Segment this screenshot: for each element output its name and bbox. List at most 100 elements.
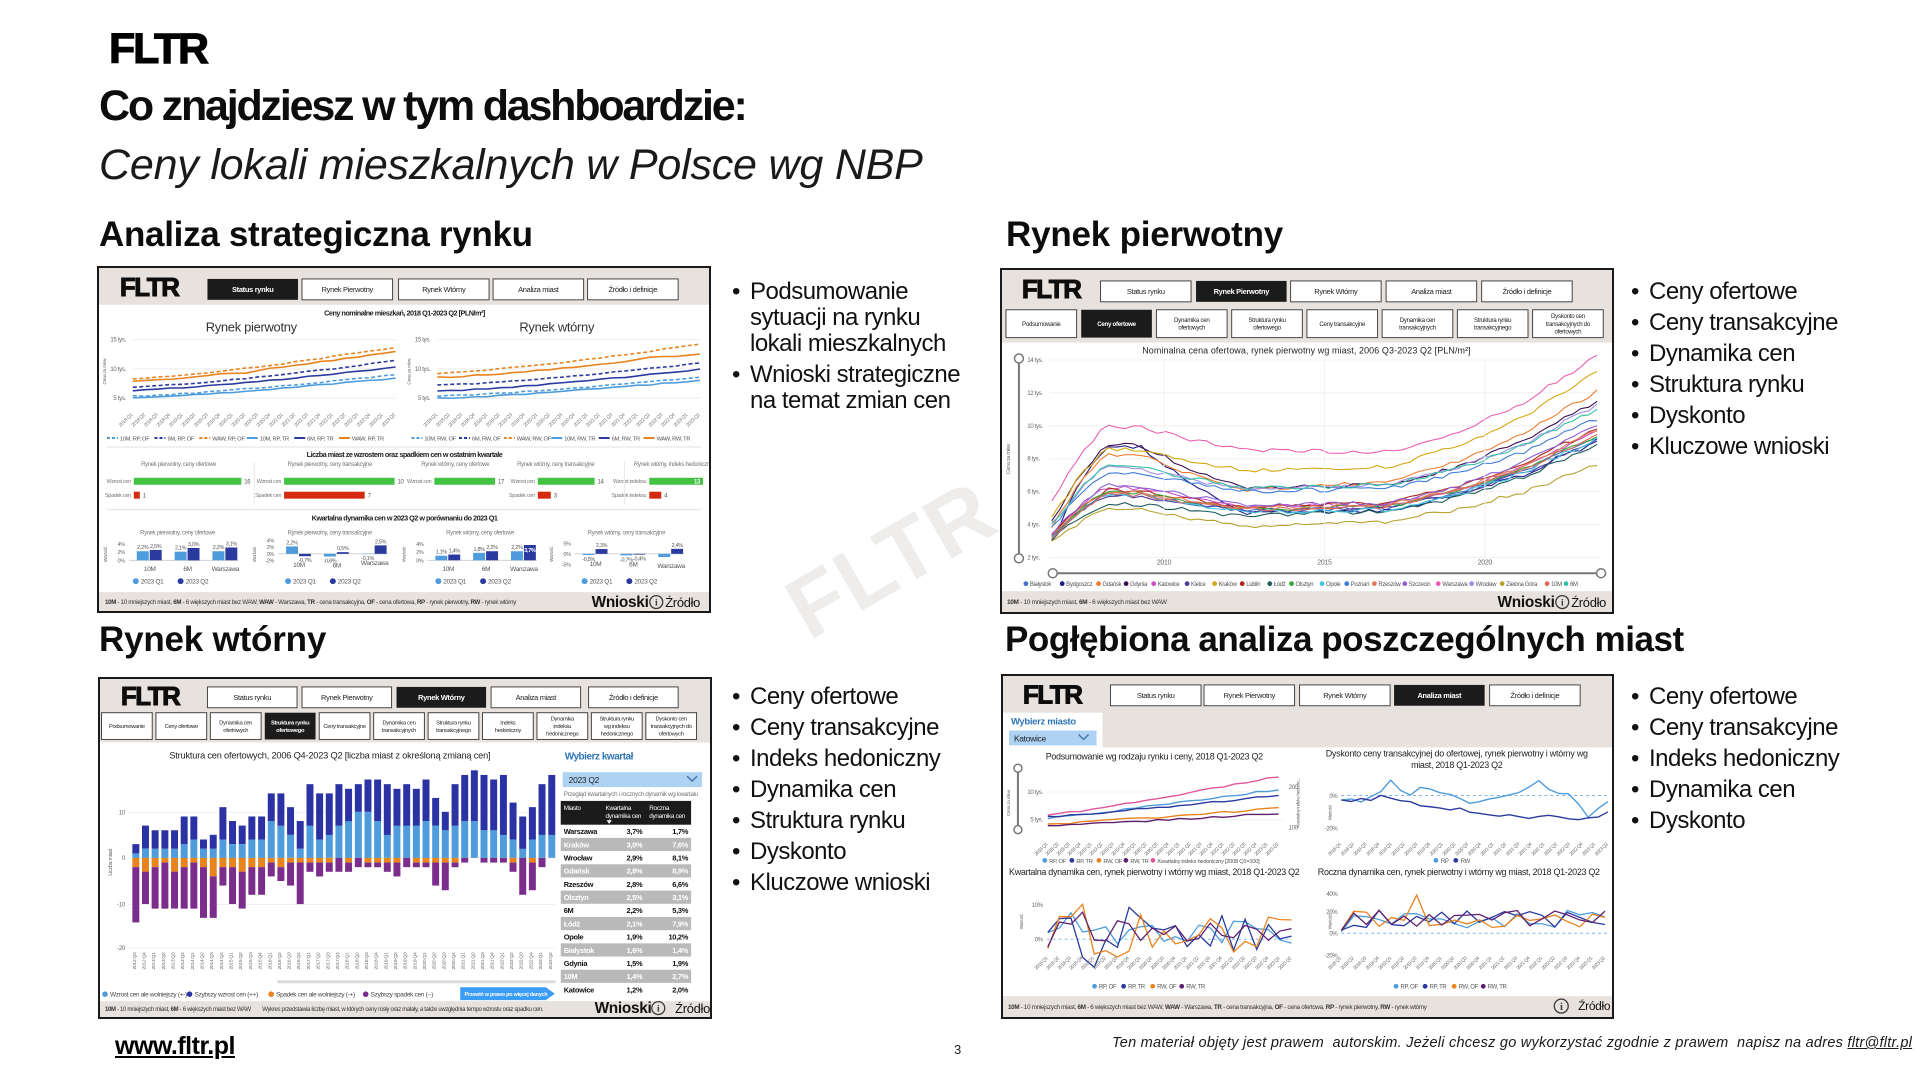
svg-text:transakcyjnych: transakcyjnych xyxy=(1399,325,1436,332)
svg-text:Szybszy wzrost cen (++): Szybszy wzrost cen (++) xyxy=(195,992,259,999)
svg-text:10M, RW, OF: 10M, RW, OF xyxy=(424,436,456,442)
svg-text:Szybszy spadek cen (--): Szybszy spadek cen (--) xyxy=(371,992,433,999)
svg-text:17: 17 xyxy=(498,480,505,486)
svg-text:Dyskonto cen: Dyskonto cen xyxy=(1551,313,1586,320)
svg-text:Roczna: Roczna xyxy=(649,805,670,812)
svg-text:0%: 0% xyxy=(416,558,424,564)
svg-text:Wrocław: Wrocław xyxy=(564,854,593,863)
svg-text:Olsztyn: Olsztyn xyxy=(564,893,590,902)
svg-text:Olsztyn: Olsztyn xyxy=(1296,582,1314,588)
svg-text:Rynek pierwotny, ceny ofertowe: Rynek pierwotny, ceny ofertowe xyxy=(140,530,216,536)
svg-text:Rynek Pierwotny: Rynek Pierwotny xyxy=(1224,691,1276,700)
svg-text:3: 3 xyxy=(554,494,558,500)
svg-text:Dynamika cen: Dynamika cen xyxy=(1400,317,1436,324)
svg-text:FLTR: FLTR xyxy=(1023,682,1083,710)
svg-text:Dynamika cen: Dynamika cen xyxy=(383,720,416,726)
svg-text:10M - 10 mniejszych miast, 6M: 10M - 10 mniejszych miast, 6M - 6 większ… xyxy=(105,1007,252,1013)
svg-text:miast, 2018 Q1-2023 Q2: miast, 2018 Q1-2023 Q2 xyxy=(1411,760,1503,770)
svg-text:i: i xyxy=(655,598,658,609)
svg-text:Ceny transakcyjne: Ceny transakcyjne xyxy=(323,724,365,730)
svg-text:Nominalna cena ofertowa, rynek: Nominalna cena ofertowa, rynek pierwotny… xyxy=(1142,346,1471,356)
svg-text:Rynek wtórny: Rynek wtórny xyxy=(519,320,595,335)
svg-text:Katowice: Katowice xyxy=(1014,733,1047,743)
svg-text:2014 Q4: 2014 Q4 xyxy=(219,952,225,969)
svg-text:Ceny ofertowe: Ceny ofertowe xyxy=(1097,321,1136,328)
svg-text:2,5%: 2,5% xyxy=(150,544,162,550)
svg-text:3,7%: 3,7% xyxy=(524,548,536,554)
svg-text:10M, RP, OF: 10M, RP, OF xyxy=(120,436,150,442)
svg-text:-0,5%: -0,5% xyxy=(582,557,595,563)
svg-text:Wrocław: Wrocław xyxy=(1476,582,1498,588)
svg-text:Struktura rynku: Struktura rynku xyxy=(599,717,634,723)
svg-text:Dyskonto ceny transakcyjnej do: Dyskonto ceny transakcyjnej do ofertowej… xyxy=(1326,748,1588,758)
svg-text:2,4%: 2,4% xyxy=(672,543,684,549)
svg-text:-0,1%: -0,1% xyxy=(361,556,374,562)
svg-text:10,2%: 10,2% xyxy=(668,933,688,942)
svg-text:2018 Q2: 2018 Q2 xyxy=(354,952,360,969)
svg-text:Rynek wtórny, ceny transakcyjn: Rynek wtórny, ceny transakcyjne xyxy=(517,462,595,468)
svg-text:Struktura rynku: Struktura rynku xyxy=(1248,317,1286,324)
svg-text:2013 Q2: 2013 Q2 xyxy=(161,952,167,969)
svg-text:10 tys.: 10 tys. xyxy=(110,367,126,373)
svg-text:Podsumowanie: Podsumowanie xyxy=(1022,321,1061,328)
svg-text:2020: 2020 xyxy=(1478,559,1493,566)
svg-text:Kwartalna dynamika cen, rynek: Kwartalna dynamika cen, rynek pierwotny … xyxy=(1009,867,1300,877)
svg-text:Szczecin: Szczecin xyxy=(1409,582,1430,588)
svg-text:2,5%: 2,5% xyxy=(627,893,643,902)
svg-text:6M: 6M xyxy=(564,906,574,915)
svg-text:2,2%: 2,2% xyxy=(213,545,225,551)
svg-text:Białystok: Białystok xyxy=(1030,582,1051,588)
svg-text:2,1%: 2,1% xyxy=(627,919,643,928)
svg-text:Lublin: Lublin xyxy=(1246,582,1260,588)
svg-text:Wartość: Wartość xyxy=(252,546,258,562)
svg-text:2012 Q4: 2012 Q4 xyxy=(141,952,147,969)
svg-text:Cena za mkw.: Cena za mkw. xyxy=(1006,790,1012,816)
svg-text:Warszawa: Warszawa xyxy=(657,563,685,570)
svg-text:10M - 10 mniejszych miast, 6M: 10M - 10 mniejszych miast, 6M - 6 większ… xyxy=(1008,1004,1428,1011)
svg-text:1,7%: 1,7% xyxy=(672,827,688,836)
svg-text:1,5%: 1,5% xyxy=(627,959,643,968)
svg-text:RP, OF: RP, OF xyxy=(1099,985,1117,991)
svg-text:Dyskonto cen: Dyskonto cen xyxy=(656,717,687,723)
svg-text:2013 Q4: 2013 Q4 xyxy=(180,952,186,969)
svg-text:Liczba miast: Liczba miast xyxy=(108,848,114,875)
svg-text:2,8%: 2,8% xyxy=(627,880,643,889)
svg-text:transakcyjnego: transakcyjnego xyxy=(436,728,471,734)
svg-text:Źródło: Źródło xyxy=(1578,998,1611,1013)
svg-text:3,1%: 3,1% xyxy=(226,541,238,547)
svg-text:Wartość: Wartość xyxy=(401,546,407,562)
svg-text:6M: 6M xyxy=(183,566,191,573)
svg-text:Warszawa: Warszawa xyxy=(564,827,599,836)
svg-text:2010: 2010 xyxy=(1157,559,1172,566)
svg-text:3,0%: 3,0% xyxy=(188,542,200,548)
svg-text:Cena za mkw.: Cena za mkw. xyxy=(102,358,108,384)
svg-text:Indeks: Indeks xyxy=(500,720,516,726)
svg-text:2023 Q2: 2023 Q2 xyxy=(488,579,511,586)
svg-text:10%: 10% xyxy=(1032,903,1044,909)
svg-text:Katowice: Katowice xyxy=(564,985,594,994)
svg-text:-2%: -2% xyxy=(265,559,274,565)
svg-text:14: 14 xyxy=(598,480,605,486)
svg-text:2021 Q1: 2021 Q1 xyxy=(461,952,467,969)
svg-text:2012 Q3: 2012 Q3 xyxy=(132,952,138,969)
svg-text:Rynek wtórny, indeks hedoniczn: Rynek wtórny, indeks hedoniczny xyxy=(634,462,709,468)
svg-text:100: 100 xyxy=(1289,826,1299,832)
svg-text:Łódź: Łódź xyxy=(564,919,581,928)
svg-text:Cena za mkw.: Cena za mkw. xyxy=(1006,443,1012,475)
svg-text:-0,8%: -0,8% xyxy=(323,558,336,564)
svg-text:Wybierz kwartał: Wybierz kwartał xyxy=(565,751,634,762)
svg-text:Opole: Opole xyxy=(564,933,584,942)
svg-text:Analiza miast: Analiza miast xyxy=(518,285,560,294)
svg-text:5 tys.: 5 tys. xyxy=(1030,818,1043,824)
svg-text:Warszawa: Warszawa xyxy=(212,566,240,573)
svg-text:RP, TR: RP, TR xyxy=(1430,985,1448,991)
svg-text:Ceny transakcyjne: Ceny transakcyjne xyxy=(1319,321,1365,328)
svg-text:14 tys.: 14 tys. xyxy=(1027,358,1043,364)
svg-text:Analiza miast: Analiza miast xyxy=(1417,691,1462,700)
svg-text:2019 Q3: 2019 Q3 xyxy=(403,952,409,969)
svg-text:2018 Q4: 2018 Q4 xyxy=(374,952,380,969)
svg-text:Struktura cen ofertowych, 2006: Struktura cen ofertowych, 2006 Q4-2023 Q… xyxy=(169,750,490,760)
svg-text:7: 7 xyxy=(368,494,372,500)
svg-text:Rynek pierwotny, ceny transakc: Rynek pierwotny, ceny transakcyjne xyxy=(288,530,373,536)
svg-text:4: 4 xyxy=(664,494,668,500)
